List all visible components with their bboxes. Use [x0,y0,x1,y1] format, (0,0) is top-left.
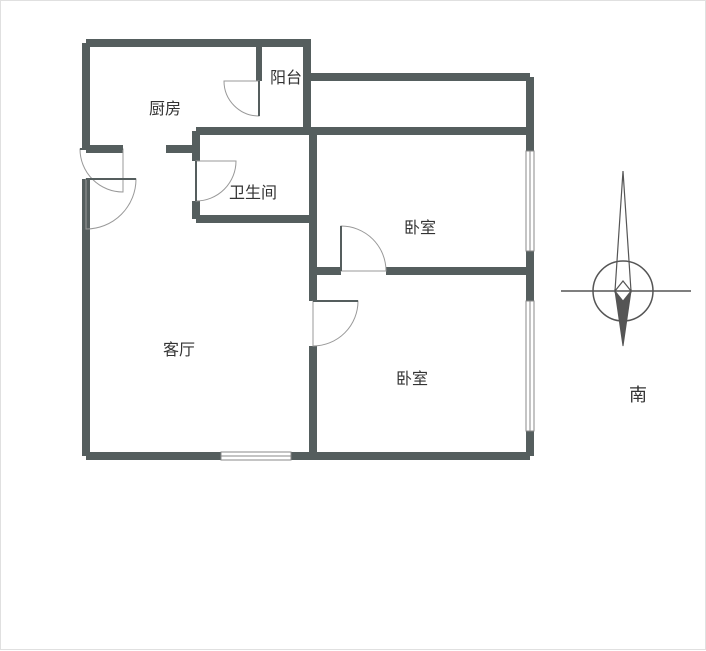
label-bathroom: 卫生间 [229,179,277,203]
label-bedroom1: 卧室 [404,214,436,238]
label-compass-south: 南 [629,381,647,407]
label-bedroom2: 卧室 [396,365,428,389]
floor-plan-svg [1,1,706,651]
label-kitchen: 厨房 [149,95,181,119]
label-living: 客厅 [163,336,195,360]
label-balcony: 阳台 [270,64,302,88]
